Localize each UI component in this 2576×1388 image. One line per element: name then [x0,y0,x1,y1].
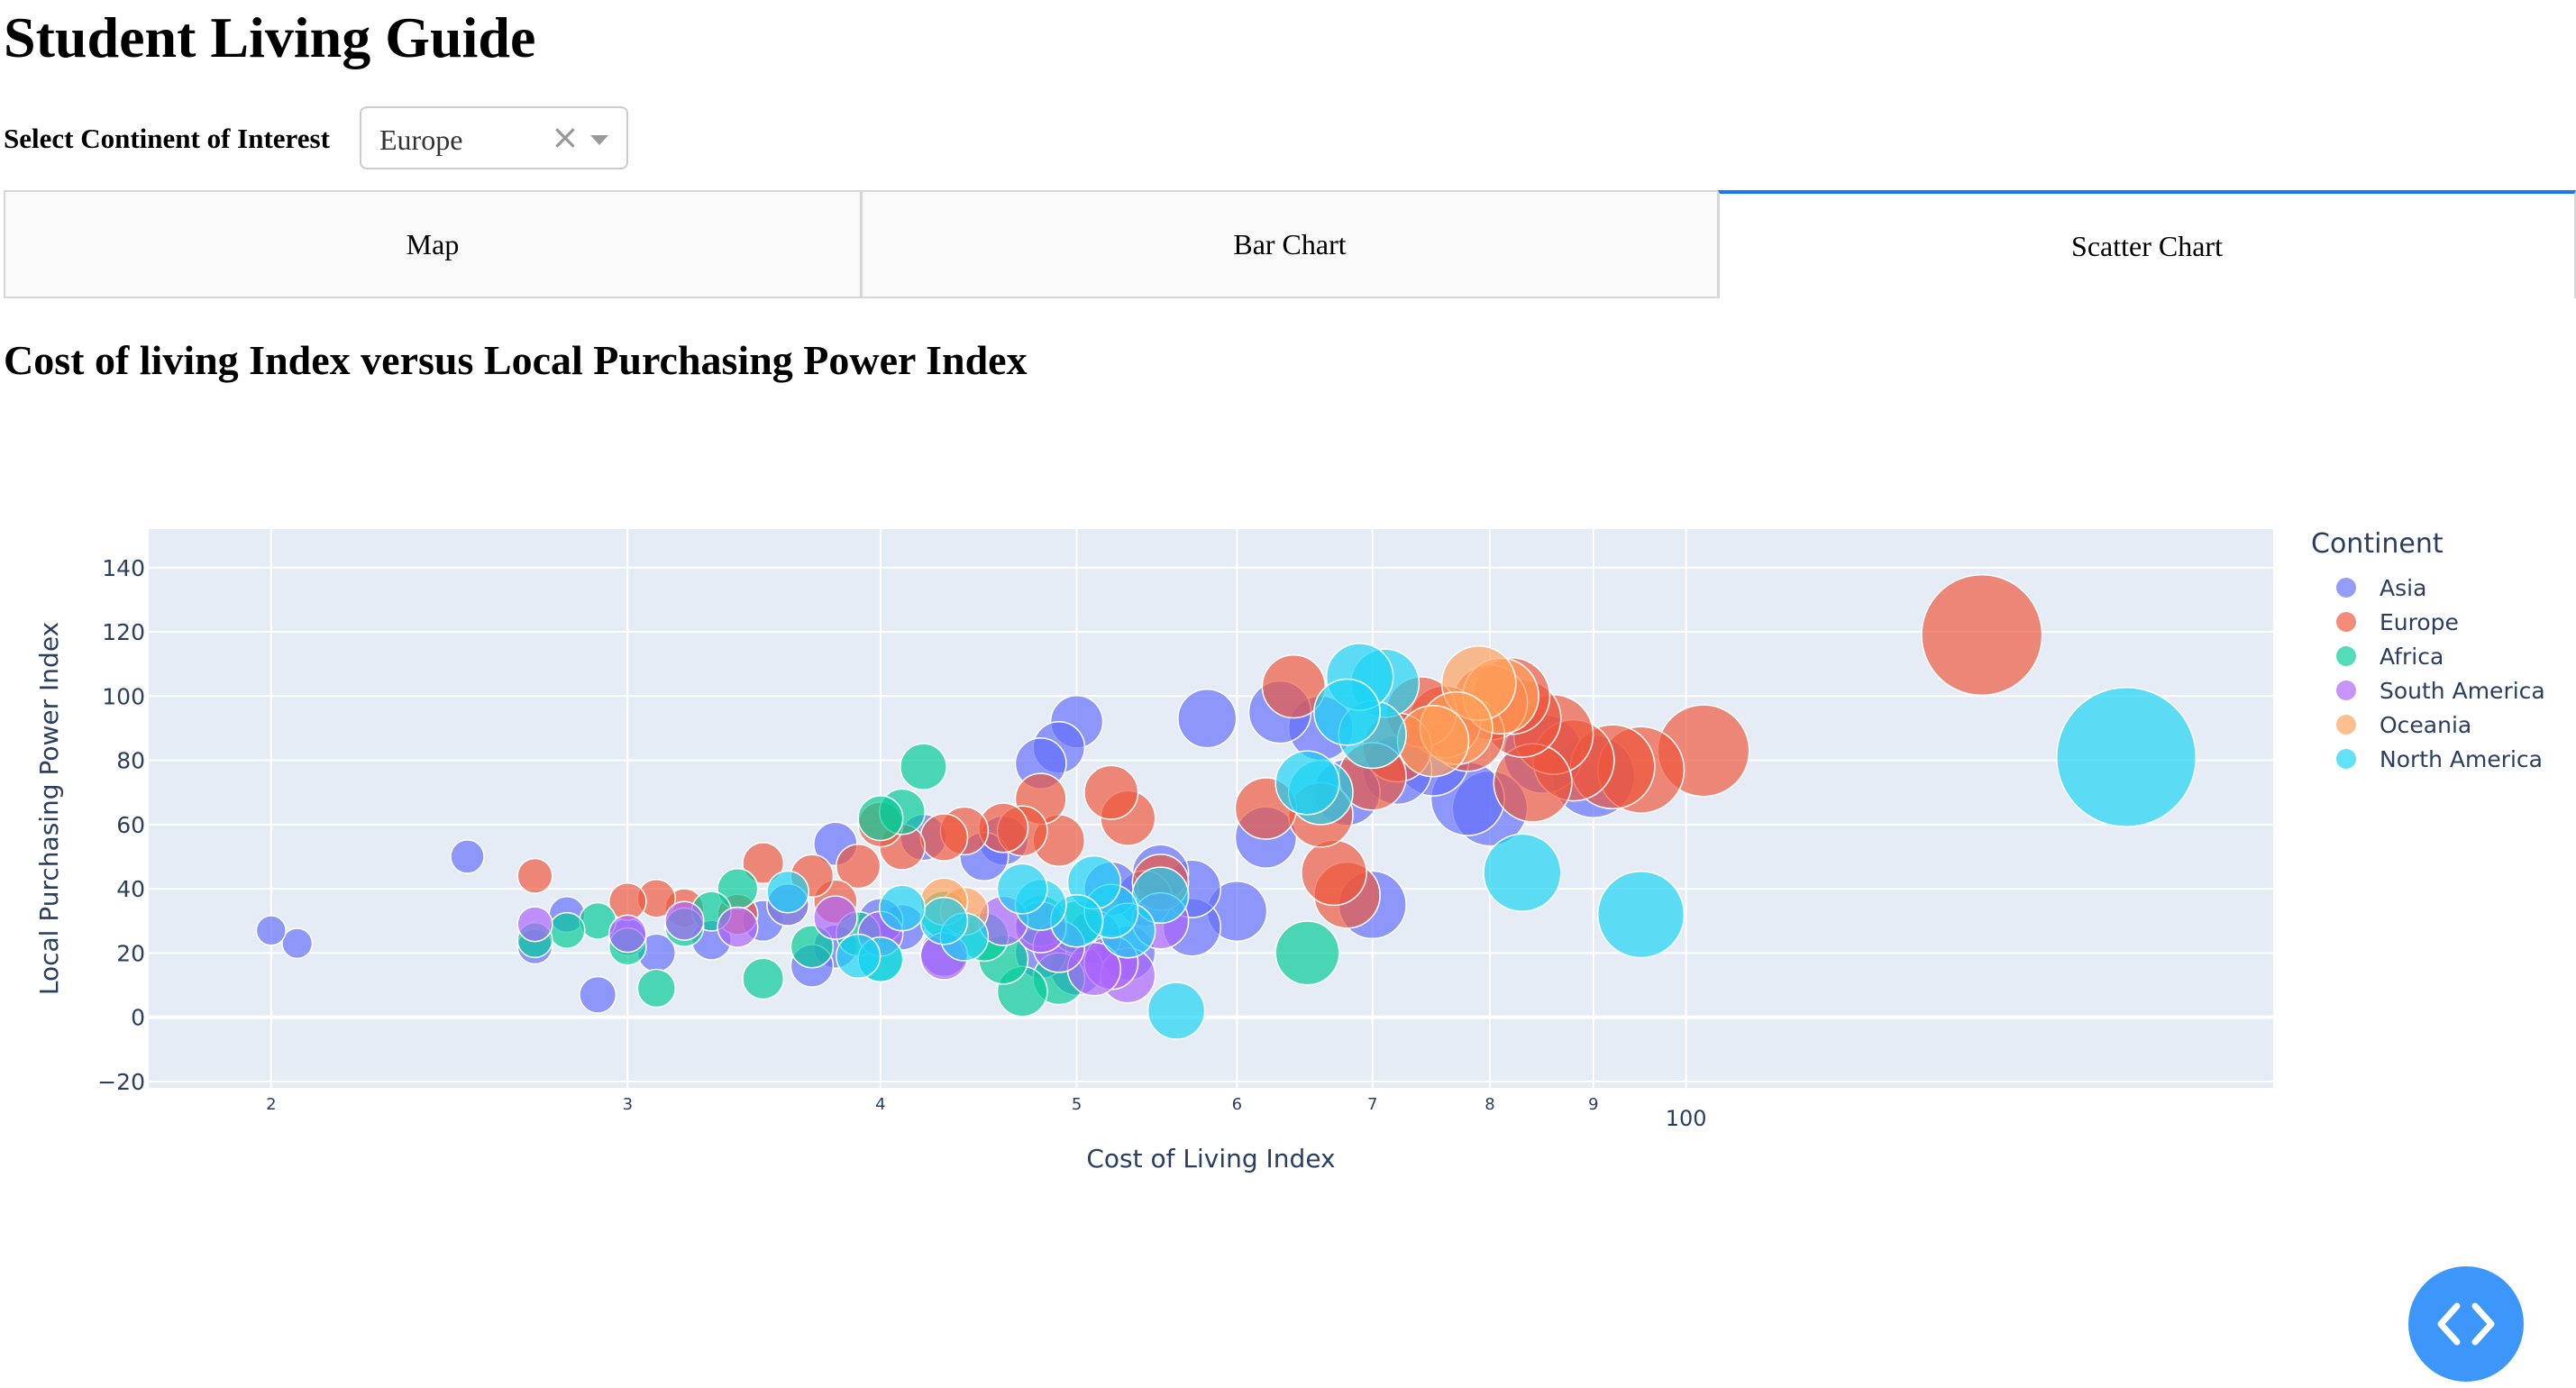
data-point[interactable] [1301,839,1367,907]
data-point[interactable] [742,957,785,1000]
plot-area [149,529,2273,1088]
y-tick-label: −20 [97,1069,145,1095]
data-point[interactable] [516,857,553,894]
code-brackets-icon [2437,1302,2495,1346]
x-tick-label: 3 [623,1095,633,1114]
legend-label: North America [2380,746,2543,772]
x-tick-label: 5 [1072,1095,1082,1114]
data-point[interactable] [1313,678,1381,746]
clear-icon[interactable]: × [551,117,580,157]
data-point[interactable] [813,895,858,940]
continent-select-value: Europe [379,123,463,156]
x-tick-label: 9 [1588,1095,1598,1114]
legend-item[interactable]: North America [2336,746,2543,772]
tab-bar-chart[interactable]: Bar Chart [861,190,1719,298]
code-toggle-button[interactable] [2408,1266,2524,1382]
x-tick-label: 7 [1367,1095,1377,1114]
data-point[interactable] [742,842,785,885]
continent-select[interactable]: Europe × [360,106,628,169]
data-point[interactable] [579,975,617,1014]
x-tick-label: 8 [1484,1095,1494,1114]
data-point[interactable] [790,924,835,969]
legend-label: Europe [2380,609,2459,635]
data-point[interactable] [1146,982,1206,1040]
data-point[interactable] [836,843,882,890]
data-point[interactable] [281,927,314,960]
y-tick-label: 20 [116,940,145,966]
y-tick-label: 40 [116,876,145,902]
data-point[interactable] [450,839,485,874]
chart-heading: Cost of living Index versus Local Purcha… [4,337,1028,383]
y-tick-label: 120 [102,619,145,645]
chevron-down-icon[interactable] [590,135,608,145]
continent-filter-label: Select Continent of Interest [4,123,330,154]
x-axis-label: Cost of Living Index [1086,1144,1335,1173]
legend-item[interactable]: Europe [2336,609,2459,635]
x-tick-label: 6 [1232,1095,1242,1114]
data-point[interactable] [836,933,882,980]
legend-title: Continent [2311,528,2444,560]
data-point[interactable] [919,896,969,945]
x-tick-label: 4 [875,1095,885,1114]
legend-label: Oceania [2380,712,2471,738]
tab-map[interactable]: Map [4,190,862,298]
legend-item[interactable]: Africa [2336,644,2444,670]
data-point[interactable] [717,906,759,948]
data-point[interactable] [1274,750,1340,816]
data-point[interactable] [516,906,553,943]
data-point[interactable] [607,914,647,954]
y-tick-label: 100 [102,683,145,709]
legend-item[interactable]: Oceania [2336,712,2471,738]
legend-marker [2336,612,2356,632]
scatter-chart[interactable]: 2 3 4 5 6 7 8 9 100 −20 0 20 40 60 80 100 120 140 Cost of … [0,487,2576,1190]
legend-marker [2336,715,2356,735]
data-point[interactable] [1596,870,1685,959]
y-tick-label: 80 [116,748,145,774]
data-point[interactable] [1261,653,1326,719]
data-point[interactable] [1177,689,1238,749]
data-point[interactable] [255,915,287,946]
y-axis-label: Local Purchasing Power Index [34,622,64,995]
legend-label: South America [2380,678,2545,704]
y-tick-label: 140 [102,555,145,581]
data-point[interactable] [664,900,705,941]
tab-bar: Map Bar Chart Scatter Chart [4,190,2576,300]
data-point[interactable] [900,743,947,791]
data-point[interactable] [548,911,586,949]
legend-marker [2336,680,2356,700]
data-point[interactable] [1274,920,1340,986]
legend-marker [2336,646,2356,666]
page-title: Student Living Guide [4,5,536,69]
y-tick-label: 60 [116,812,145,838]
legend-label: Asia [2380,575,2426,601]
data-point[interactable] [2056,686,2197,828]
y-tick-label: 0 [131,1005,145,1031]
legend-marker [2336,749,2356,769]
data-point[interactable] [919,813,969,862]
data-point[interactable] [1483,833,1562,912]
x-tick-label: 100 [1666,1106,1707,1131]
data-point[interactable] [1396,704,1470,778]
data-point[interactable] [857,795,904,842]
data-point[interactable] [1921,574,2043,697]
data-point[interactable] [1083,764,1139,820]
data-point[interactable] [996,863,1048,915]
legend-marker [2336,578,2356,598]
legend-item[interactable]: South America [2336,678,2545,704]
legend-item[interactable]: Asia [2336,575,2426,601]
data-point[interactable] [766,870,809,914]
data-point[interactable] [636,968,677,1009]
x-tick-label: 2 [266,1095,276,1114]
data-point[interactable] [879,884,926,932]
tab-scatter-chart[interactable]: Scatter Chart [1718,190,2576,298]
legend-label: Africa [2380,644,2444,670]
